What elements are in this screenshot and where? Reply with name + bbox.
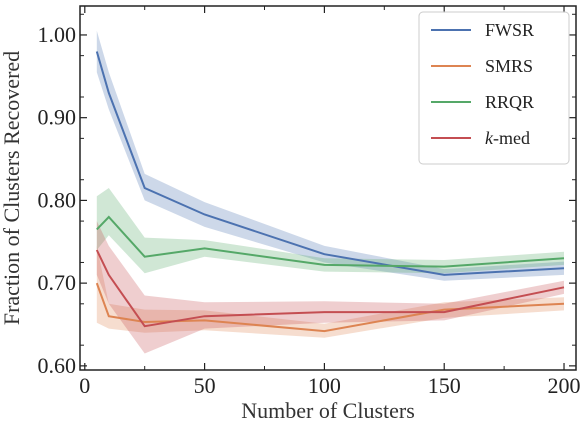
y-tick-label: 0.60 [38,353,77,378]
series-lines [95,51,565,333]
legend: FWSR SMRS RRQR k-med [418,11,570,165]
y-axis-ticks: 0.60 0.70 0.80 0.90 1.00 [38,13,576,378]
x-axis-ticks: 0 50 100 150 200 [79,6,581,398]
line-series-0 [95,51,565,276]
line-series-3 [95,249,565,328]
x-axis-title: Number of Clusters [241,398,415,422]
x-tick-label: 150 [428,373,461,398]
y-tick-label: 0.80 [38,187,77,212]
x-tick-label: 100 [308,373,341,398]
plot-frame [79,5,577,371]
legend-box [418,11,570,165]
band-series-2 [96,188,565,274]
x-tick-label: 50 [194,373,216,398]
y-tick-label: 0.70 [38,270,77,295]
legend-label: FWSR [485,20,534,40]
legend-label: SMRS [485,56,533,76]
x-tick-label: 200 [548,373,581,398]
legend-label: RRQR [485,92,534,112]
line-series-1 [95,282,565,333]
legend-label: k-med [485,128,530,148]
band-series-1 [96,245,565,338]
y-tick-label: 1.00 [38,22,77,47]
y-axis-title: Fraction of Clusters Recovered [0,51,24,325]
y-tick-label: 0.90 [38,105,77,130]
x-tick-label: 0 [79,373,90,398]
line-series-2 [96,215,565,268]
